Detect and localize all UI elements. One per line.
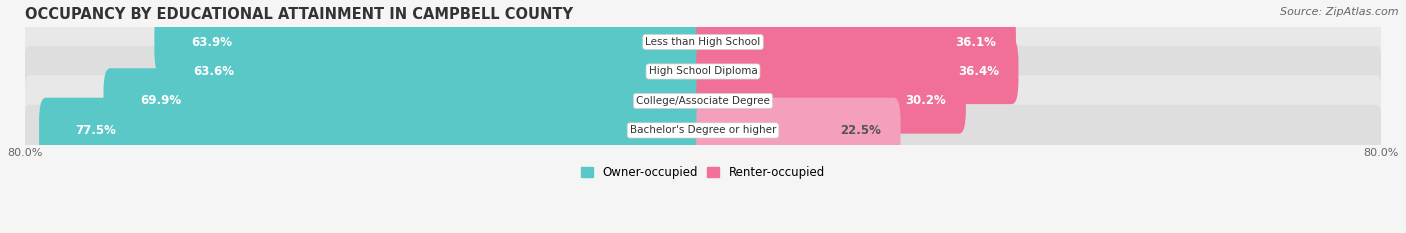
FancyBboxPatch shape [696,9,1017,75]
Text: 36.1%: 36.1% [956,35,997,48]
FancyBboxPatch shape [157,39,710,104]
Text: 63.9%: 63.9% [191,35,232,48]
Text: High School Diploma: High School Diploma [648,66,758,76]
Text: 22.5%: 22.5% [841,124,882,137]
Text: 63.6%: 63.6% [194,65,235,78]
FancyBboxPatch shape [104,68,710,134]
FancyBboxPatch shape [25,105,1381,156]
FancyBboxPatch shape [696,98,901,163]
Text: 77.5%: 77.5% [76,124,117,137]
Text: 36.4%: 36.4% [957,65,998,78]
FancyBboxPatch shape [25,16,1381,68]
FancyBboxPatch shape [39,98,710,163]
Text: 30.2%: 30.2% [905,94,946,107]
FancyBboxPatch shape [696,68,966,134]
Text: Bachelor's Degree or higher: Bachelor's Degree or higher [630,125,776,135]
Text: Source: ZipAtlas.com: Source: ZipAtlas.com [1281,7,1399,17]
Text: College/Associate Degree: College/Associate Degree [636,96,770,106]
FancyBboxPatch shape [696,39,1018,104]
Text: OCCUPANCY BY EDUCATIONAL ATTAINMENT IN CAMPBELL COUNTY: OCCUPANCY BY EDUCATIONAL ATTAINMENT IN C… [25,7,572,22]
Text: Less than High School: Less than High School [645,37,761,47]
FancyBboxPatch shape [25,46,1381,97]
FancyBboxPatch shape [25,75,1381,127]
FancyBboxPatch shape [155,9,710,75]
Legend: Owner-occupied, Renter-occupied: Owner-occupied, Renter-occupied [576,161,830,184]
Text: 69.9%: 69.9% [141,94,181,107]
